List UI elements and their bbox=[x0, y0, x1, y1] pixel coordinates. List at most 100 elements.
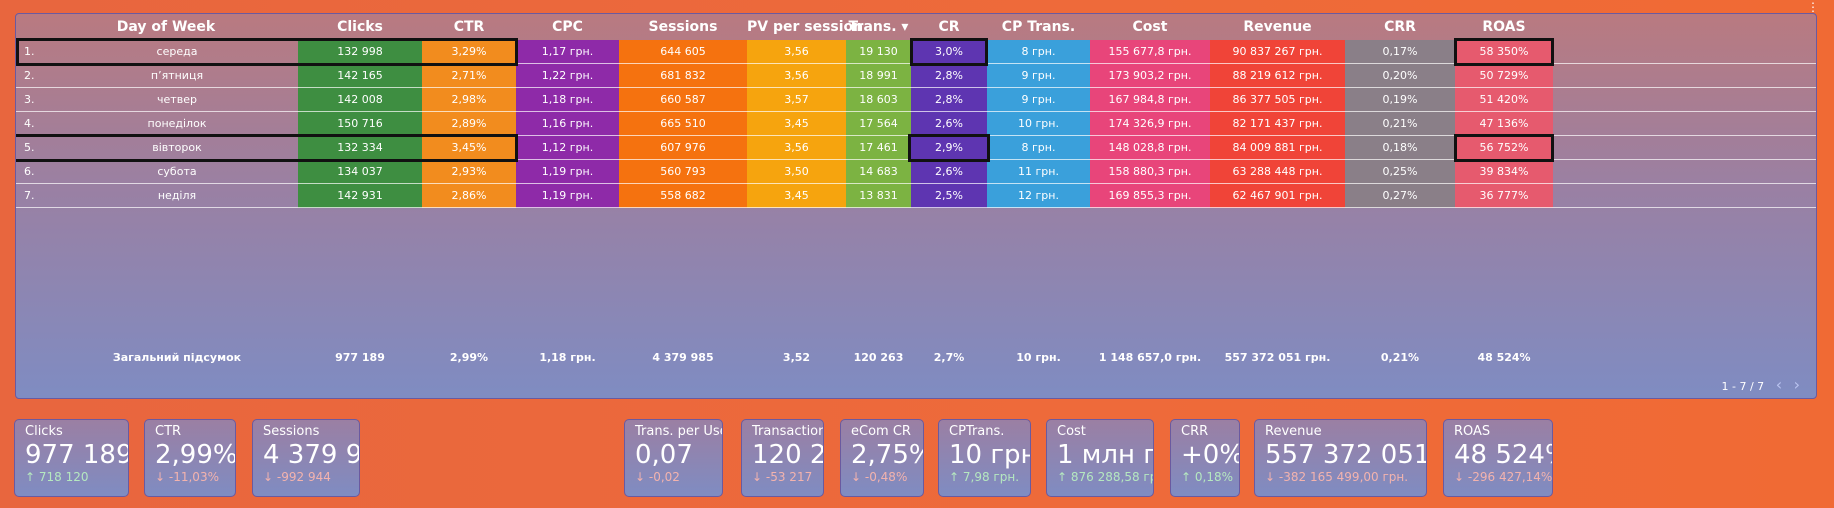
total-cost: 1 148 657,0 грн. bbox=[1098, 351, 1202, 364]
table-row[interactable]: 1. середа 132 998 3,29% 1,17 грн. 644 605 3,56… bbox=[16, 40, 1816, 64]
header-cpc[interactable]: CPC bbox=[552, 19, 583, 35]
cell-clicks: 134 037 bbox=[298, 160, 422, 184]
cell-revenue: 82 171 437 грн. bbox=[1210, 112, 1345, 136]
pagination-range: 1 - 7 / 7 bbox=[1721, 380, 1765, 393]
cell-crr: 0,19% bbox=[1345, 88, 1455, 112]
scorecard-title: CTR bbox=[155, 424, 182, 439]
scorecard-title: Sessions bbox=[263, 424, 320, 439]
scorecard-title: Cost bbox=[1057, 424, 1086, 439]
table-row[interactable]: 3. четвер 142 008 2,98% 1,18 грн. 660 587 3,57… bbox=[16, 88, 1816, 112]
cell-cost: 167 984,8 грн. bbox=[1090, 88, 1210, 112]
scorecard-clicks[interactable]: Clicks 977 189 ↑ 718 120 bbox=[14, 419, 129, 497]
cell-sessions: 681 832 bbox=[619, 64, 747, 88]
cell-clicks: 150 716 bbox=[298, 112, 422, 136]
cell-trans: 17 461 bbox=[846, 136, 911, 160]
table-row[interactable]: 4. понеділок 150 716 2,89% 1,16 грн. 665 510 3… bbox=[16, 112, 1816, 136]
scorecard-delta-value: -53 217 bbox=[765, 470, 813, 484]
scorecard-title: CPTrans. bbox=[949, 424, 1005, 439]
cell-pv: 3,56 bbox=[747, 64, 846, 88]
total-sessions: 4 379 985 bbox=[652, 351, 714, 364]
cell-roas: 47 136% bbox=[1455, 112, 1553, 136]
cell-pv: 3,45 bbox=[747, 184, 846, 208]
table-row[interactable]: 5. вівторок 132 334 3,45% 1,12 грн. 607 976 3,… bbox=[16, 136, 1816, 160]
cell-revenue: 86 377 505 грн. bbox=[1210, 88, 1345, 112]
scorecard-ctr[interactable]: CTR 2,99% ↓ -11,03% bbox=[144, 419, 236, 497]
cell-sessions: 644 605 bbox=[619, 40, 747, 64]
row-number: 5. bbox=[24, 141, 35, 154]
scorecard-value: +0% bbox=[1181, 440, 1240, 470]
row-divider bbox=[16, 183, 1816, 184]
next-page-icon[interactable]: › bbox=[1793, 375, 1800, 394]
cell-cp: 10 грн. bbox=[987, 112, 1090, 136]
cell-day: четвер bbox=[157, 93, 197, 106]
cell-clicks: 132 998 bbox=[298, 40, 422, 64]
table-row[interactable]: 7. неділя 142 931 2,86% 1,19 грн. 558 682 3,45… bbox=[16, 184, 1816, 208]
total-day: Загальний підсумок bbox=[112, 351, 242, 364]
header-cp[interactable]: CP Trans. bbox=[1001, 19, 1076, 35]
scorecard-value: 1 млн грн. bbox=[1057, 440, 1153, 470]
cell-cost: 169 855,3 грн. bbox=[1090, 184, 1210, 208]
menu-icon[interactable]: ⋮ bbox=[1807, 0, 1819, 14]
cell-crr: 0,27% bbox=[1345, 184, 1455, 208]
scorecard-cptrans[interactable]: CPTrans.10 грн.↑ 7,98 грн. bbox=[938, 419, 1031, 497]
row-divider bbox=[16, 87, 1816, 88]
scorecard-transactions[interactable]: Transactions120 263↓ -53 217 bbox=[741, 419, 824, 497]
scorecard-delta-value: -11,03% bbox=[168, 470, 219, 484]
cell-roas: 50 729% bbox=[1455, 64, 1553, 88]
scorecard-delta: ↓ -0,02 bbox=[635, 470, 712, 484]
scorecard-title: CRR bbox=[1181, 424, 1209, 439]
header-crr[interactable]: CRR bbox=[1384, 19, 1416, 35]
cell-cr: 2,8% bbox=[911, 88, 987, 112]
cell-trans: 18 603 bbox=[846, 88, 911, 112]
cell-roas: 56 752% bbox=[1455, 136, 1553, 160]
cell-cp: 9 грн. bbox=[987, 88, 1090, 112]
scorecard-trans-per-user[interactable]: Trans. per User0,07↓ -0,02 bbox=[624, 419, 723, 497]
header-cr[interactable]: CR bbox=[938, 19, 960, 35]
cell-clicks: 142 165 bbox=[298, 64, 422, 88]
pagination: 1 - 7 / 7 ‹ › bbox=[1714, 375, 1800, 394]
cell-crr: 0,20% bbox=[1345, 64, 1455, 88]
cell-sessions: 560 793 bbox=[619, 160, 747, 184]
table-row[interactable]: 2. п’ятниця 142 165 2,71% 1,22 грн. 681 832 3,… bbox=[16, 64, 1816, 88]
header-roas[interactable]: ROAS bbox=[1482, 19, 1526, 35]
scorecard-delta-value: -382 165 499,00 грн. bbox=[1278, 470, 1409, 484]
total-ctr: 2,99% bbox=[449, 351, 489, 364]
scorecard-delta: ↓ -382 165 499,00 грн. bbox=[1265, 470, 1416, 484]
header-ctr[interactable]: CTR bbox=[453, 19, 485, 35]
cell-roas: 36 777% bbox=[1455, 184, 1553, 208]
scorecard-delta-value: -992 944 bbox=[276, 470, 331, 484]
header-cost[interactable]: Cost bbox=[1132, 19, 1168, 35]
prev-page-icon[interactable]: ‹ bbox=[1775, 375, 1783, 394]
cell-roas: 58 350% bbox=[1455, 40, 1553, 64]
total-cpc: 1,18 грн. bbox=[539, 351, 596, 364]
scorecard-delta-value: -0,02 bbox=[648, 470, 680, 484]
header-sessions[interactable]: Sessions bbox=[648, 19, 718, 35]
scorecard-title: eCom CR bbox=[851, 424, 911, 439]
header-trans[interactable]: Trans. ▾ bbox=[848, 19, 909, 35]
cell-sessions: 607 976 bbox=[619, 136, 747, 160]
cell-day: неділя bbox=[157, 189, 197, 202]
cell-crr: 0,21% bbox=[1345, 112, 1455, 136]
cell-trans: 19 130 bbox=[846, 40, 911, 64]
cell-cost: 174 326,9 грн. bbox=[1090, 112, 1210, 136]
cell-ctr: 3,29% bbox=[422, 40, 516, 64]
scorecard-value: 48 524% bbox=[1454, 440, 1552, 470]
cell-cp: 9 грн. bbox=[987, 64, 1090, 88]
scorecard-ecom-cr[interactable]: eCom CR2,75%↓ -0,48% bbox=[840, 419, 924, 497]
header-pv[interactable]: PV per session bbox=[747, 19, 864, 35]
total-cp: 10 грн. bbox=[1016, 351, 1061, 364]
header-revenue[interactable]: Revenue bbox=[1243, 19, 1312, 35]
header-day[interactable]: Day of Week bbox=[116, 19, 216, 35]
total-crr: 0,21% bbox=[1380, 351, 1420, 364]
table-row[interactable]: 6. субота 134 037 2,93% 1,19 грн. 560 793 3,50… bbox=[16, 160, 1816, 184]
scorecard-crr[interactable]: CRR +0% ↑ 0,18% bbox=[1170, 419, 1240, 497]
cell-crr: 0,18% bbox=[1345, 136, 1455, 160]
scorecard-delta: ↑ 718 120 bbox=[25, 470, 118, 484]
header-clicks[interactable]: Clicks bbox=[337, 19, 383, 35]
scorecard-value: 10 грн. bbox=[949, 440, 1030, 470]
scorecard-title: Clicks bbox=[25, 424, 63, 439]
